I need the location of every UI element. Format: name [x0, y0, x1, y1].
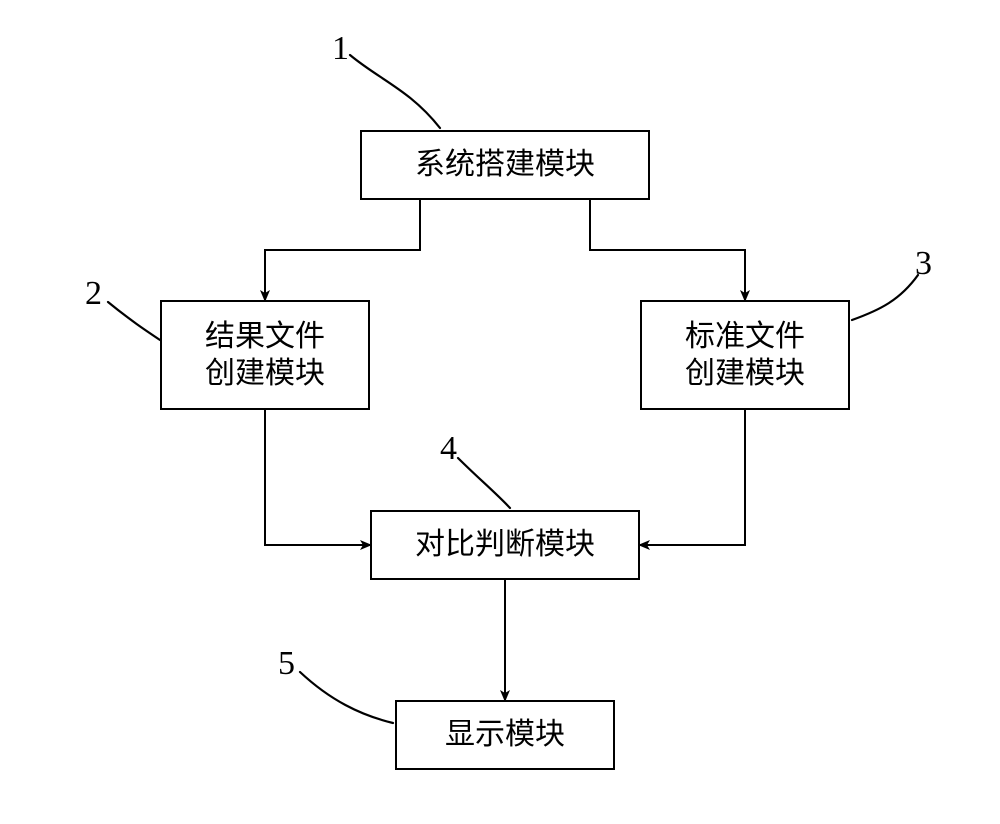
node-label: 显示模块	[445, 716, 565, 754]
callout-line	[458, 458, 510, 508]
label-text: 4	[440, 430, 457, 467]
callout-line	[300, 672, 393, 723]
callout-label-3: 3	[915, 245, 932, 283]
edge-n3-n4	[640, 410, 745, 545]
node-system-build-module: 系统搭建模块	[360, 130, 650, 200]
node-label: 对比判断模块	[415, 526, 595, 564]
edge-n1-n2	[265, 200, 420, 300]
label-text: 1	[332, 30, 349, 67]
callout-label-2: 2	[85, 275, 102, 313]
node-label: 结果文件创建模块	[205, 318, 325, 393]
node-label: 标准文件创建模块	[685, 318, 805, 393]
label-text: 2	[85, 275, 102, 312]
callout-label-5: 5	[278, 645, 295, 683]
label-text: 3	[915, 245, 932, 282]
edge-n2-n4	[265, 410, 370, 545]
callout-label-1: 1	[332, 30, 349, 68]
callout-line	[108, 302, 160, 340]
flowchart-canvas: 系统搭建模块 结果文件创建模块 标准文件创建模块 对比判断模块 显示模块 1 2…	[0, 0, 1000, 824]
node-label: 系统搭建模块	[415, 146, 595, 184]
callout-label-4: 4	[440, 430, 457, 468]
node-compare-judge-module: 对比判断模块	[370, 510, 640, 580]
node-result-file-create-module: 结果文件创建模块	[160, 300, 370, 410]
edge-n1-n3	[590, 200, 745, 300]
callout-line	[852, 275, 918, 320]
node-display-module: 显示模块	[395, 700, 615, 770]
node-standard-file-create-module: 标准文件创建模块	[640, 300, 850, 410]
label-text: 5	[278, 645, 295, 682]
callout-line	[350, 55, 440, 128]
